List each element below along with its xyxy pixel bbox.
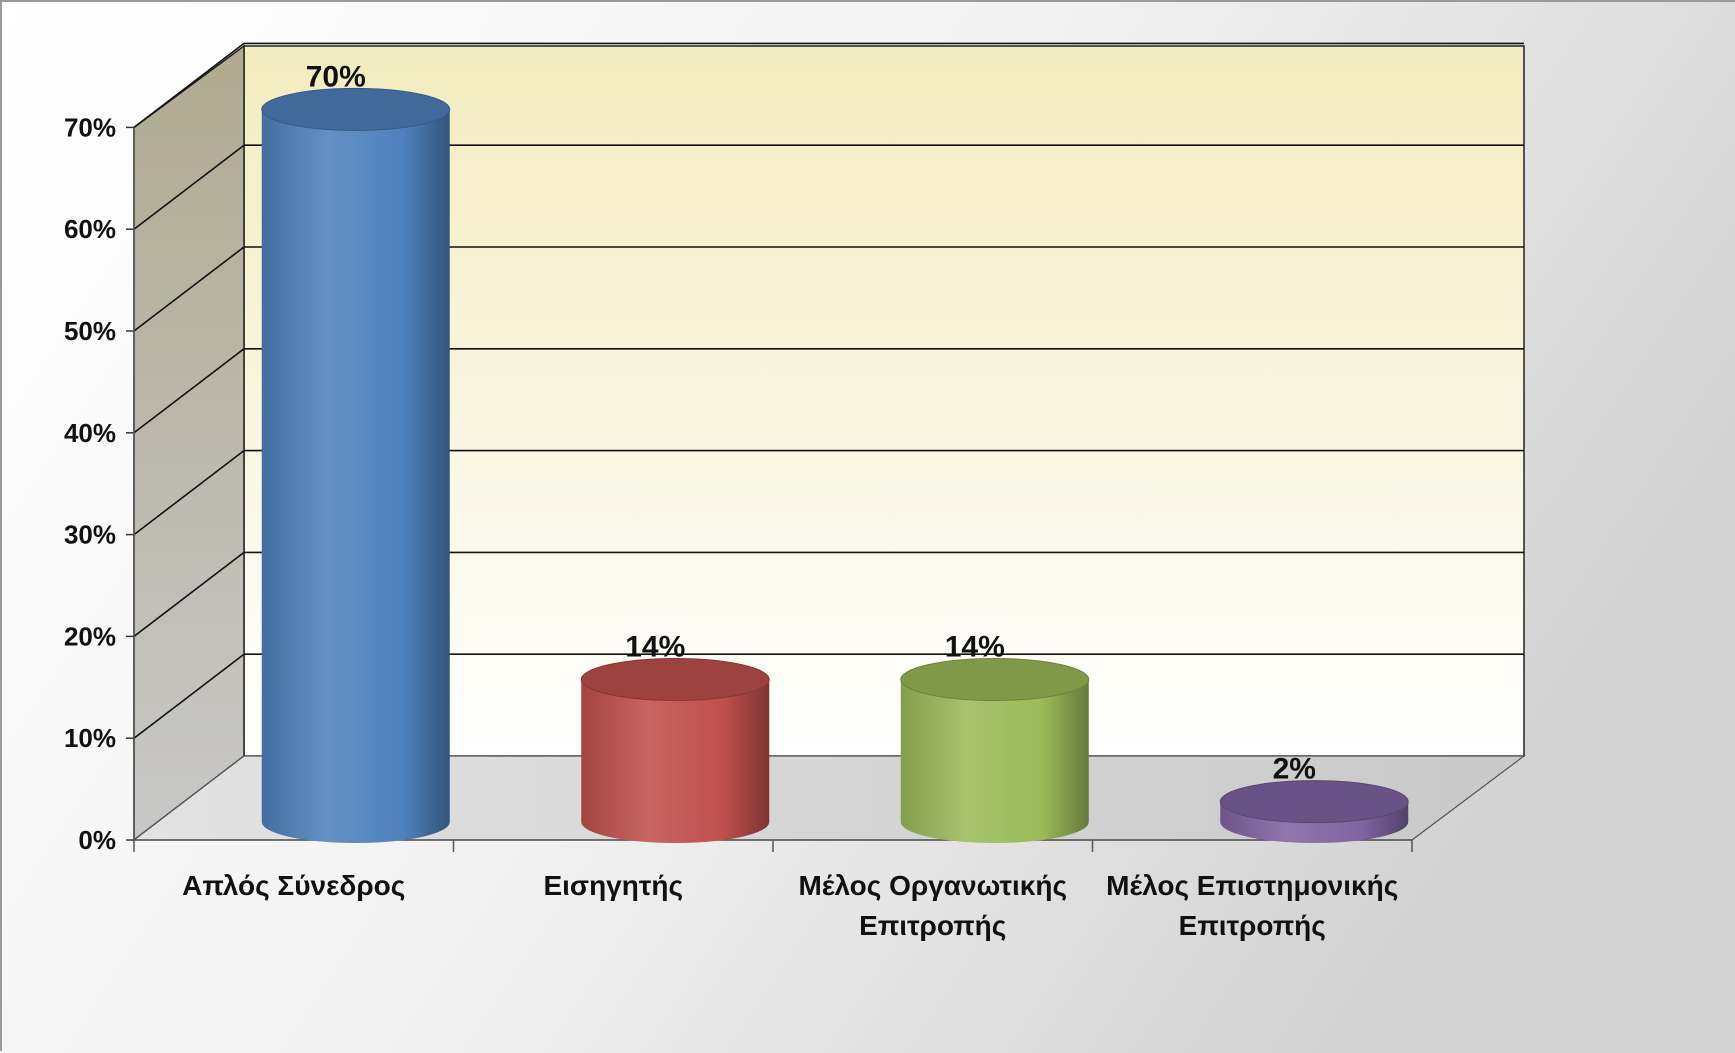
bar-4: [1219, 780, 1409, 843]
data-label: 14%: [945, 630, 1005, 663]
gridline-side: [133, 449, 245, 536]
y-tick-label: 30%: [64, 520, 116, 550]
back-wall: [243, 45, 1525, 757]
data-label: 70%: [306, 60, 366, 93]
bar-1: [261, 87, 451, 843]
bar-2: [580, 657, 770, 843]
x-tick-label: Μέλος Οργανωτικής: [798, 870, 1067, 901]
y-tick-label: 20%: [64, 621, 116, 651]
gridline-side: [133, 551, 245, 638]
y-tick-label: 70%: [64, 112, 116, 142]
gridline-side: [133, 144, 245, 230]
bar-body: [581, 679, 770, 843]
bar-body: [900, 679, 1089, 843]
gridline-side: [133, 348, 245, 434]
y-tick-label: 10%: [64, 723, 116, 753]
y-tick-label: 40%: [64, 418, 116, 448]
x-tick-label: Απλός Σύνεδρος: [182, 870, 405, 901]
bar-body: [1220, 801, 1409, 843]
x-tick-label: Επιτροπής: [859, 910, 1006, 941]
bar-top: [261, 87, 451, 131]
y-tick-label: 0%: [78, 825, 116, 855]
bar-body: [261, 109, 450, 843]
gridline-side: [133, 246, 245, 332]
y-tick-label: 60%: [64, 214, 116, 244]
bar-3: [900, 657, 1090, 843]
y-tick-label: 50%: [64, 316, 116, 346]
bar-top: [1219, 780, 1409, 824]
data-label: 14%: [625, 630, 685, 663]
bar-top: [580, 657, 770, 701]
x-tick-label: Επιτροπής: [1179, 910, 1326, 941]
gridline-side: [133, 42, 245, 129]
gridline-side: [133, 653, 245, 739]
side-wall: [133, 44, 245, 842]
bar-top: [900, 657, 1090, 701]
x-tick-label: Μέλος Επιστημονικής: [1106, 870, 1398, 901]
data-label: 2%: [1273, 753, 1316, 786]
x-tick-label: Εισηγητής: [543, 870, 683, 901]
